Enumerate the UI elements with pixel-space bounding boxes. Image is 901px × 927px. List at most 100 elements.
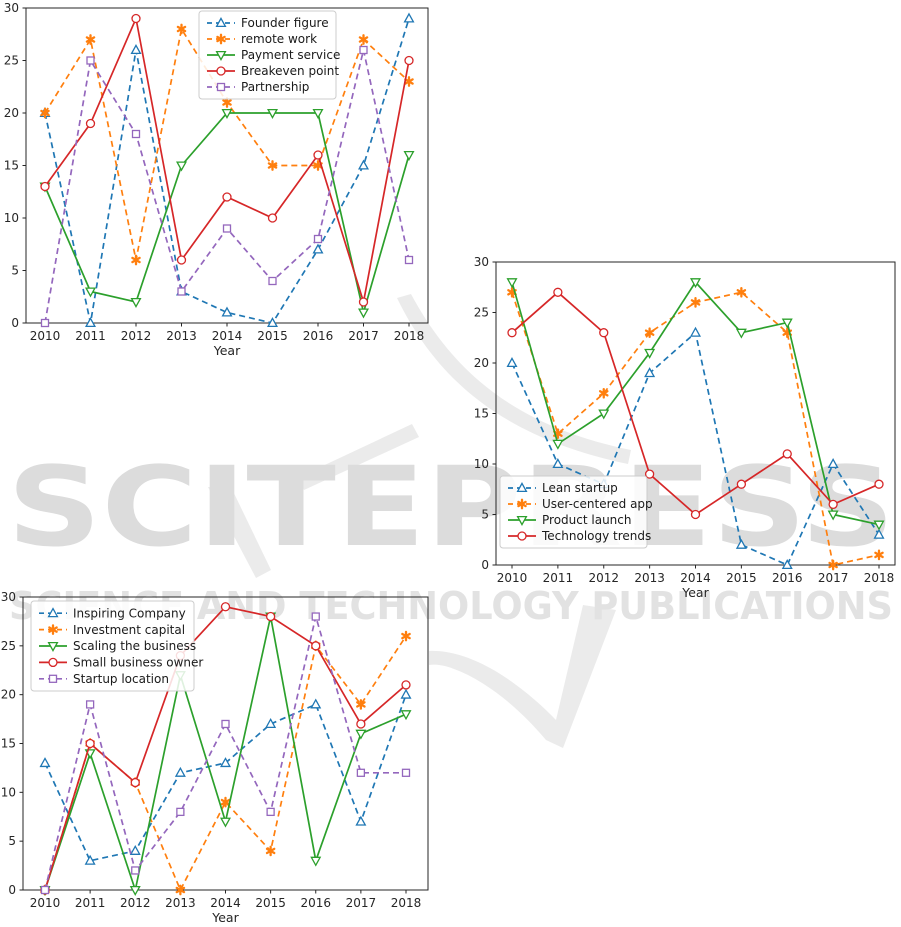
y-tick-label: 30 (4, 1, 19, 15)
y-tick-label: 10 (4, 211, 19, 225)
y-tick-label: 30 (474, 255, 489, 269)
x-tick-label: 2018 (864, 571, 895, 585)
x-axis-title: Year (211, 910, 239, 925)
series-startup-location (40, 612, 411, 895)
legend-label: Founder figure (241, 16, 329, 30)
legend-entry-lean-startup: Lean startup (508, 481, 618, 495)
legend-label: Payment service (241, 48, 340, 62)
x-tick-label: 2013 (166, 329, 197, 343)
x-tick-label: 2015 (257, 329, 288, 343)
legend-label: Lean startup (542, 481, 618, 495)
watermark-wing-swoosh (397, 294, 631, 464)
x-tick-label: 2015 (255, 896, 286, 910)
legend-box (499, 475, 648, 549)
legend-entry-technology-trends: Technology trends (508, 529, 651, 543)
x-axis-title: Year (681, 585, 709, 600)
legend-label: Product launch (542, 513, 631, 527)
x-tick-label: 2011 (75, 896, 106, 910)
x-tick-label: 2014 (210, 896, 241, 910)
x-tick-label: 2018 (391, 896, 422, 910)
series-line (44, 18, 410, 324)
legend-label: Inspiring Company (73, 606, 186, 620)
chart-startup-themes-1: 0 5 10 15 20 25 30 2010 2011 2012 2013 2014 2015 2016… (0, 0, 440, 365)
legend: Inspiring Company Investment capital Scali… (30, 600, 203, 692)
x-tick-label: 2010 (497, 571, 528, 585)
legend-entry-founder-figure: Founder figure (207, 16, 329, 30)
x-axis: 2010 2011 2012 2013 2014 2015 2016 2017 2018 (30, 323, 425, 343)
y-tick-label: 10 (474, 457, 489, 471)
series-product-launch (506, 278, 885, 531)
legend-entry-product-launch: Product launch (508, 513, 631, 527)
line-chart-svg-3: 0 5 10 15 20 25 30 2010 2011 2012 2013 2014 2015 2016… (1, 590, 429, 925)
chart-startup-themes-2: 0 5 10 15 20 25 30 2010 2011 2012 2013 2014 2015 2016… (458, 240, 901, 612)
x-tick-label: 2015 (726, 571, 757, 585)
watermark-title: SCITEPRESS (7, 443, 895, 571)
legend-label: Startup location (73, 672, 169, 686)
legend: Founder figure remote work Payment service… (198, 10, 340, 100)
x-tick-label: 2011 (543, 571, 574, 585)
series-payment-service (39, 108, 415, 319)
x-tick-label: 2012 (120, 896, 151, 910)
legend-entry-startup-location: Startup location (39, 672, 169, 686)
y-tick-label: 0 (8, 883, 16, 897)
legend-label: Scaling the business (73, 639, 196, 653)
watermark-small-swoosh (208, 487, 271, 578)
legend-entry-payment-service: Payment service (207, 48, 340, 62)
legend-entry-small-business-owner: Small business owner (39, 656, 203, 670)
legend-label: remote work (241, 32, 317, 46)
legend-label: User-centered app (542, 497, 653, 511)
y-tick-label: 20 (474, 356, 489, 370)
legend-entry-scaling-the-business: Scaling the business (39, 639, 196, 653)
legend-label: Partnership (241, 80, 309, 94)
x-tick-label: 2013 (634, 571, 665, 585)
legend-entry-investment-capital: Investment capital (39, 623, 185, 637)
y-axis: 0 5 10 15 20 25 30 (1, 590, 23, 897)
y-tick-label: 0 (481, 558, 489, 572)
x-tick-label: 2014 (680, 571, 711, 585)
y-tick-label: 30 (1, 590, 16, 604)
x-tick-label: 2017 (346, 896, 377, 910)
series-remote-work (40, 23, 414, 266)
y-tick-label: 0 (11, 316, 19, 330)
x-tick-label: 2013 (165, 896, 196, 910)
x-tick-label: 2018 (394, 329, 425, 343)
watermark-check-swoosh (429, 605, 616, 748)
legend: Lean startup User-centered app Product lau… (499, 475, 653, 549)
legend-label: Investment capital (73, 623, 185, 637)
series-inspiring-company (39, 688, 412, 865)
x-axis: 2010 2011 2012 2013 2014 2015 2016 2017 2018 (497, 565, 895, 585)
y-tick-label: 20 (4, 106, 19, 120)
watermark-slash-swoosh (297, 424, 419, 490)
legend-entry-partnership: Partnership (207, 80, 309, 94)
line-chart-svg-2: 0 5 10 15 20 25 30 2010 2011 2012 2013 2014 2015 2016… (474, 255, 896, 600)
y-tick-label: 10 (1, 785, 16, 799)
series-partnership (40, 45, 414, 328)
series-breakeven-point (40, 13, 414, 307)
legend-entry-inspiring-company: Inspiring Company (39, 606, 186, 620)
y-tick-label: 15 (1, 737, 16, 751)
y-tick-label: 25 (4, 54, 19, 68)
y-tick-label: 15 (474, 407, 489, 421)
legend-entry-remote-work: remote work (207, 32, 317, 46)
x-axis: 2010 2011 2012 2013 2014 2015 2016 2017 2018 (30, 890, 422, 910)
legend-label: Technology trends (541, 529, 651, 543)
x-tick-label: 2010 (30, 329, 61, 343)
x-tick-label: 2016 (772, 571, 803, 585)
y-tick-label: 25 (474, 306, 489, 320)
y-tick-label: 25 (1, 639, 16, 653)
y-axis: 0 5 10 15 20 25 30 (474, 255, 496, 572)
legend-label: Breakeven point (241, 64, 339, 78)
y-axis: 0 5 10 15 20 25 30 (4, 1, 26, 330)
y-tick-label: 15 (4, 159, 19, 173)
y-tick-label: 5 (481, 508, 489, 522)
legend-label: Small business owner (73, 656, 203, 670)
legend-entry-breakeven-point: Breakeven point (207, 64, 339, 78)
y-tick-label: 5 (8, 834, 16, 848)
line-chart-svg-1: 0 5 10 15 20 25 30 2010 2011 2012 2013 2014 2015 2016… (4, 1, 429, 358)
series-technology-trends (507, 287, 884, 520)
series-line (44, 112, 410, 316)
legend-box (198, 10, 337, 100)
x-tick-label: 2012 (588, 571, 619, 585)
x-tick-label: 2011 (75, 329, 106, 343)
